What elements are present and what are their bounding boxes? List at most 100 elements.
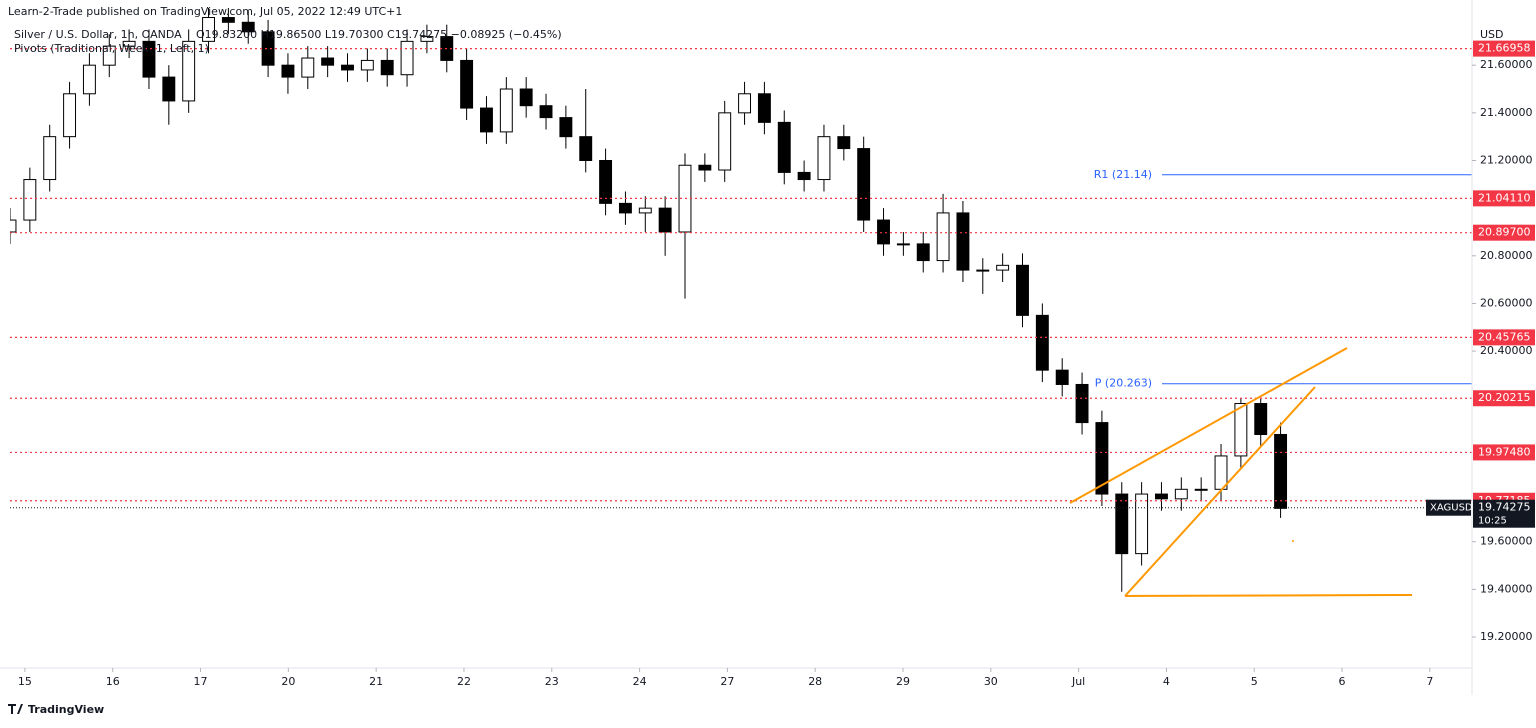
candle-body bbox=[579, 136, 593, 161]
level-label: 20.20215 bbox=[1478, 391, 1531, 404]
candle-body bbox=[936, 212, 950, 262]
candle-body bbox=[142, 40, 156, 78]
candle-body bbox=[1115, 493, 1129, 555]
candle-body bbox=[777, 121, 791, 173]
y-tick-label: 19.60000 bbox=[1480, 535, 1533, 548]
y-tick-label: 21.60000 bbox=[1480, 58, 1533, 71]
pivot-label: P (20.263) bbox=[1095, 377, 1152, 390]
candle-body bbox=[202, 17, 215, 42]
candle-body bbox=[896, 243, 910, 246]
x-tick-label: Jul bbox=[1071, 675, 1085, 688]
candle-body bbox=[480, 107, 493, 133]
candle-body bbox=[1214, 455, 1228, 490]
x-tick-label: 20 bbox=[281, 675, 295, 688]
candle-body bbox=[837, 136, 851, 150]
candle-body bbox=[956, 212, 970, 271]
currency: USD bbox=[1480, 28, 1504, 41]
candle-body bbox=[797, 171, 811, 181]
candle-body bbox=[1055, 369, 1069, 385]
marker-dot bbox=[1292, 540, 1294, 542]
y-tick-label: 21.20000 bbox=[1480, 153, 1533, 166]
candle-body bbox=[1016, 264, 1029, 316]
candle-body bbox=[1075, 383, 1089, 424]
x-tick-label: 6 bbox=[1339, 675, 1346, 688]
candle-body bbox=[976, 269, 990, 272]
indicator-label: Pivots (Traditional, Week, 1, Left, 1) bbox=[14, 42, 209, 55]
candle-body bbox=[738, 93, 752, 114]
candle-body bbox=[658, 207, 672, 233]
countdown: 10:25 bbox=[1478, 516, 1507, 527]
x-tick-label: 22 bbox=[457, 675, 471, 688]
x-tick-label: 29 bbox=[896, 675, 910, 688]
level-tag bbox=[1473, 224, 1535, 241]
candle-body bbox=[1155, 493, 1168, 500]
candle-body bbox=[559, 117, 573, 138]
candle-body bbox=[1095, 422, 1109, 495]
overlay bbox=[1069, 347, 1413, 597]
candle-body bbox=[599, 159, 613, 204]
candle-body bbox=[757, 93, 771, 123]
candle-body bbox=[519, 88, 533, 107]
candle-body bbox=[1234, 403, 1248, 457]
x-tick-label: 16 bbox=[106, 675, 120, 688]
candle-body bbox=[1274, 433, 1288, 509]
candle-body bbox=[539, 105, 553, 119]
candle-body bbox=[102, 45, 116, 66]
level-tag bbox=[1473, 329, 1535, 346]
candle-body bbox=[877, 219, 890, 245]
y-tick-label: 21.40000 bbox=[1480, 106, 1533, 119]
x-tick-label: 4 bbox=[1163, 675, 1170, 688]
x-tick-label: 21 bbox=[369, 675, 383, 688]
candle-body bbox=[698, 164, 712, 171]
candle-body bbox=[321, 57, 335, 66]
x-tick-label: 30 bbox=[984, 675, 998, 688]
level-label: 20.45765 bbox=[1478, 330, 1531, 343]
candle-body bbox=[63, 93, 77, 138]
candle-body bbox=[162, 76, 176, 102]
level-label: 20.89700 bbox=[1478, 226, 1531, 239]
x-tick-label: 28 bbox=[808, 675, 822, 688]
level-tag bbox=[1473, 190, 1535, 207]
x-tick-label: 17 bbox=[194, 675, 208, 688]
candle-body bbox=[1254, 403, 1268, 435]
candle-body bbox=[1135, 493, 1149, 555]
candle-body bbox=[380, 59, 394, 76]
candle-body bbox=[718, 112, 732, 171]
candle-body bbox=[341, 64, 354, 71]
x-tick-label: 23 bbox=[545, 675, 559, 688]
pivot-label: R1 (21.14) bbox=[1094, 168, 1152, 181]
level-label: 21.66958 bbox=[1478, 42, 1531, 55]
level-tag bbox=[1473, 390, 1535, 407]
candle-body bbox=[400, 40, 414, 76]
x-tick-label: 27 bbox=[720, 675, 734, 688]
x-tick-label: 5 bbox=[1251, 675, 1258, 688]
candle-body bbox=[241, 21, 255, 33]
symbol-title: Silver / U.S. Dollar, 1h, OANDA bbox=[14, 28, 182, 41]
candle-body bbox=[23, 179, 37, 221]
trend-line bbox=[1124, 594, 1413, 597]
candle-body bbox=[301, 57, 315, 78]
last-price-tag bbox=[1473, 499, 1535, 528]
last-price-label: 19.74275 bbox=[1478, 501, 1531, 514]
candle-body bbox=[10, 219, 17, 233]
candle-body bbox=[122, 40, 136, 47]
level-tag bbox=[1473, 444, 1535, 461]
publisher: Learn-2-Trade published on TradingView.c… bbox=[8, 5, 402, 18]
candle-body bbox=[817, 136, 831, 181]
level-tag bbox=[1473, 40, 1535, 57]
candle-body bbox=[221, 17, 235, 23]
candle-body bbox=[638, 207, 652, 214]
brand-logo bbox=[8, 704, 23, 714]
candle-body bbox=[1174, 488, 1188, 500]
candle-body bbox=[182, 40, 196, 102]
candle-body bbox=[82, 64, 96, 95]
y-tick-label: 20.60000 bbox=[1480, 296, 1533, 309]
plot-area bbox=[10, 8, 1472, 592]
x-tick-label: 7 bbox=[1426, 675, 1433, 688]
y-tick-label: 20.40000 bbox=[1480, 344, 1533, 357]
candle-body bbox=[1194, 488, 1208, 491]
candle-body bbox=[1035, 314, 1049, 371]
candle-body bbox=[460, 59, 474, 109]
candle-body bbox=[618, 202, 632, 214]
